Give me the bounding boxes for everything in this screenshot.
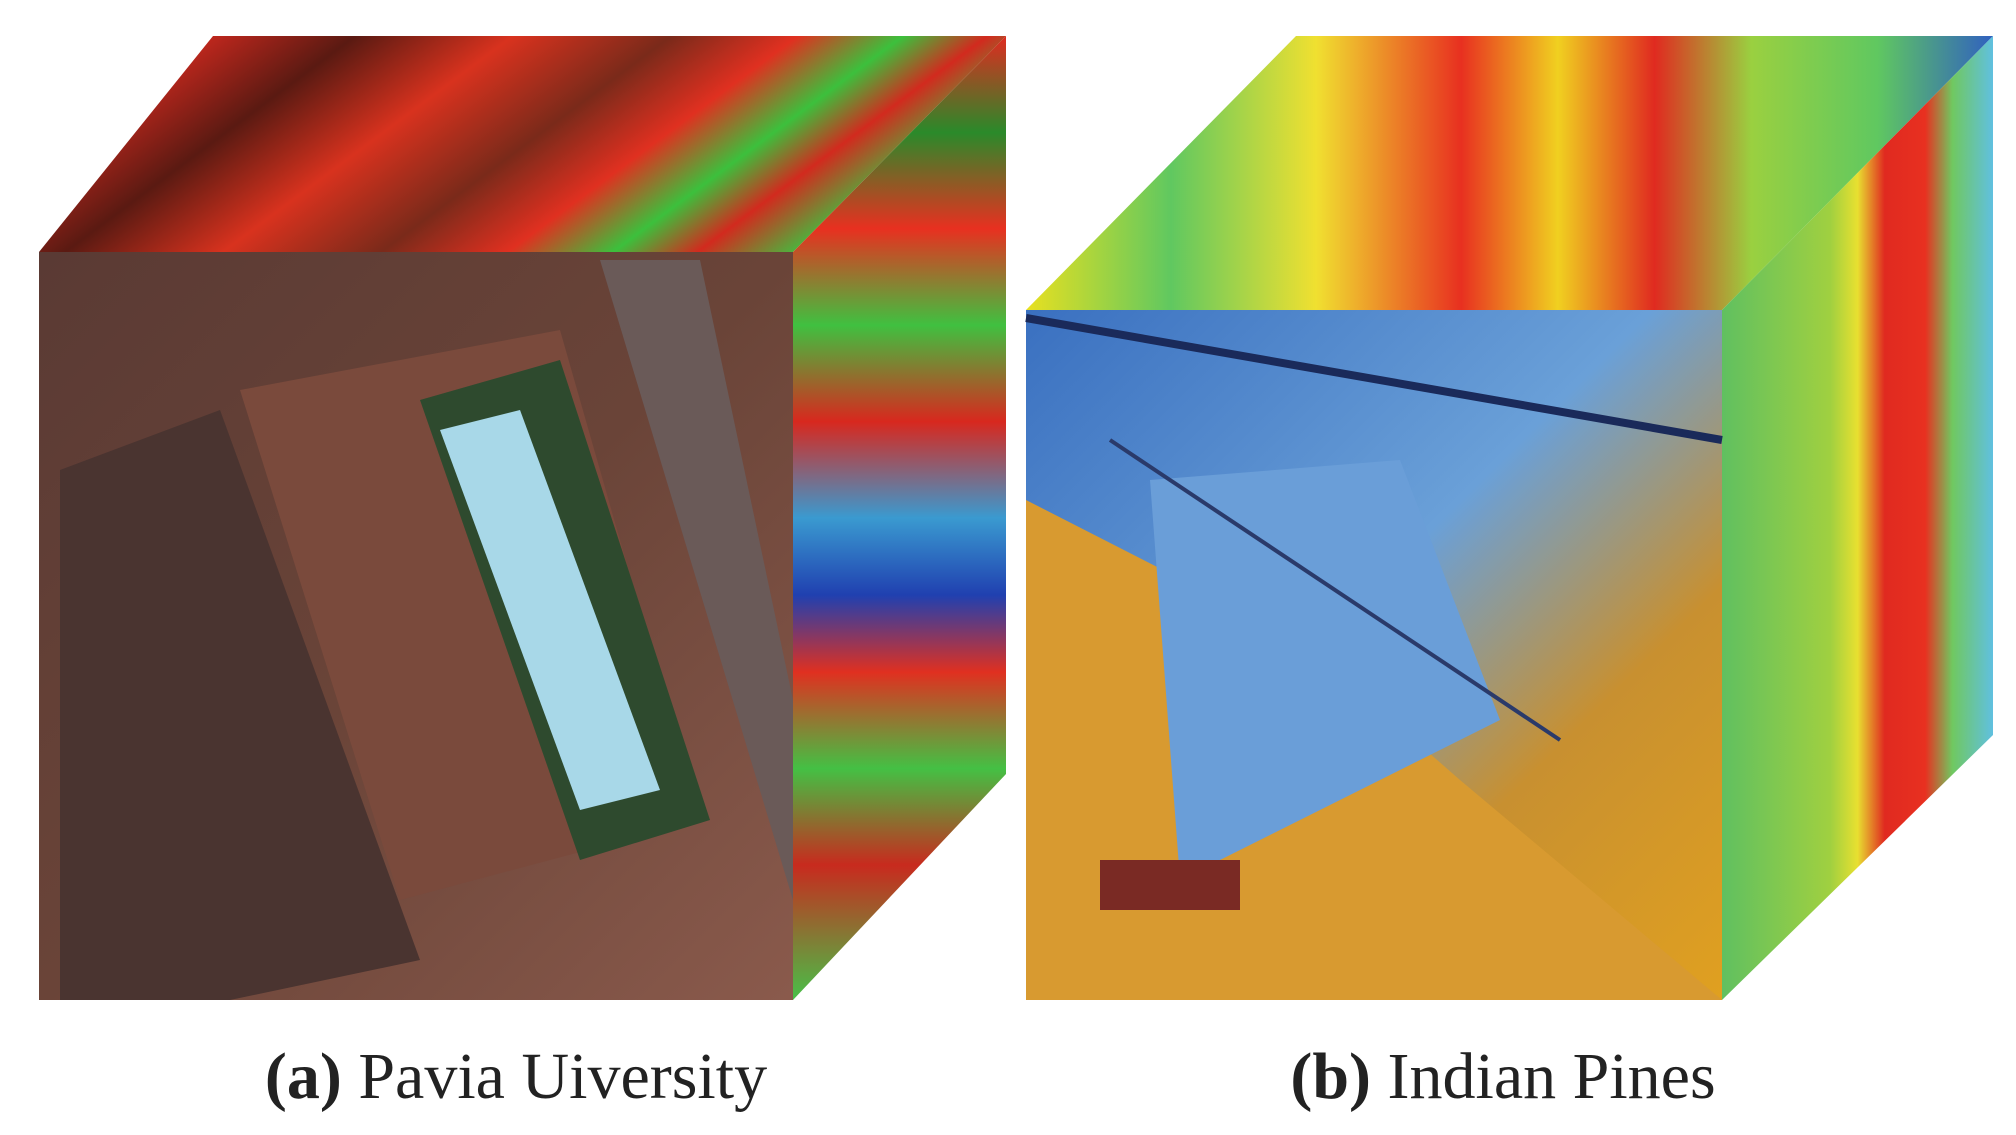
caption-a: (a) Pavia Uiversity [265, 1040, 767, 1113]
road [600, 260, 793, 900]
cube-a [39, 36, 1006, 1000]
parking [60, 410, 420, 1000]
cube-side [1722, 36, 1993, 1000]
cube-side [793, 36, 1006, 1000]
cube-top [39, 36, 1006, 252]
caption-b: (b) Indian Pines [1290, 1040, 1715, 1113]
road [1108, 438, 1562, 742]
panel-caption: Pavia Uiversity [358, 1040, 767, 1113]
cube-b [1025, 36, 1993, 1000]
field [1100, 860, 1240, 910]
building [440, 410, 660, 810]
cube-top [1026, 36, 1993, 310]
panel-caption: Indian Pines [1388, 1040, 1716, 1113]
field [1150, 460, 1500, 880]
panel-label: (b) [1290, 1040, 1371, 1113]
panel-label: (a) [265, 1040, 342, 1113]
road [1025, 314, 1723, 444]
